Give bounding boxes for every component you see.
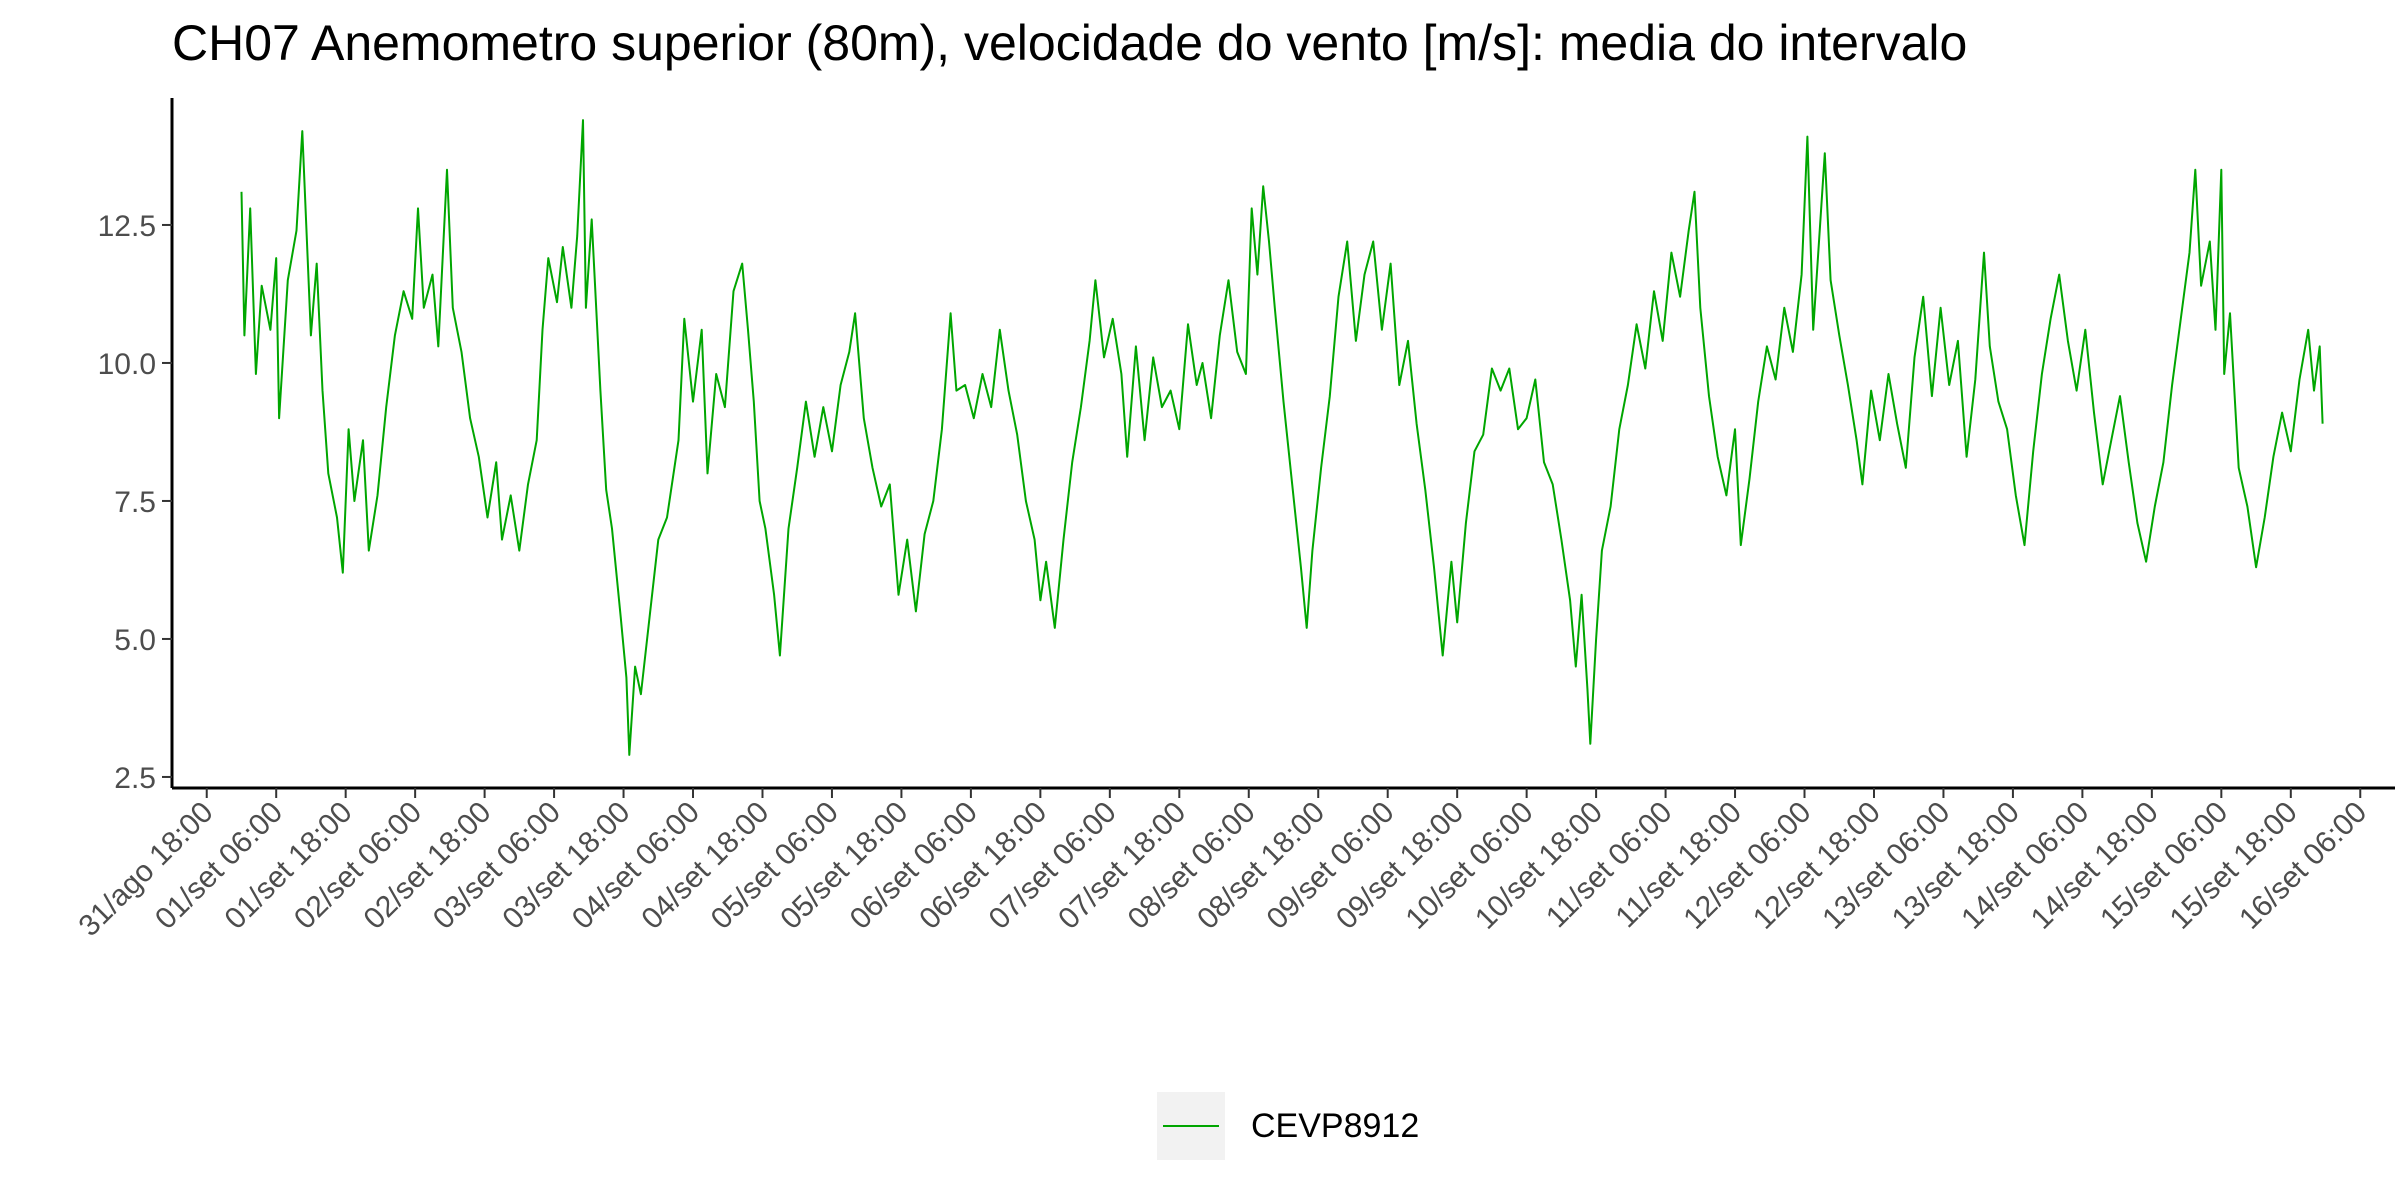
series-layer [240,119,2324,756]
y-tick-label: 5.0 [114,624,156,657]
y-tick-label: 2.5 [114,762,156,795]
y-tick-label: 10.0 [98,348,156,381]
y-axis: 2.5 5.0 7.5 10.0 12.5 [98,98,174,795]
legend: CEVP8912 [1157,1092,1419,1160]
y-tick-label: 7.5 [114,486,156,519]
series-line-CEVP8912 [240,119,2324,756]
legend-key-line [1157,1092,1225,1160]
chart-title: CH07 Anemometro superior (80m), velocida… [172,15,1968,71]
y-tick-label: 12.5 [98,210,156,243]
legend-label: CEVP8912 [1251,1106,1420,1145]
